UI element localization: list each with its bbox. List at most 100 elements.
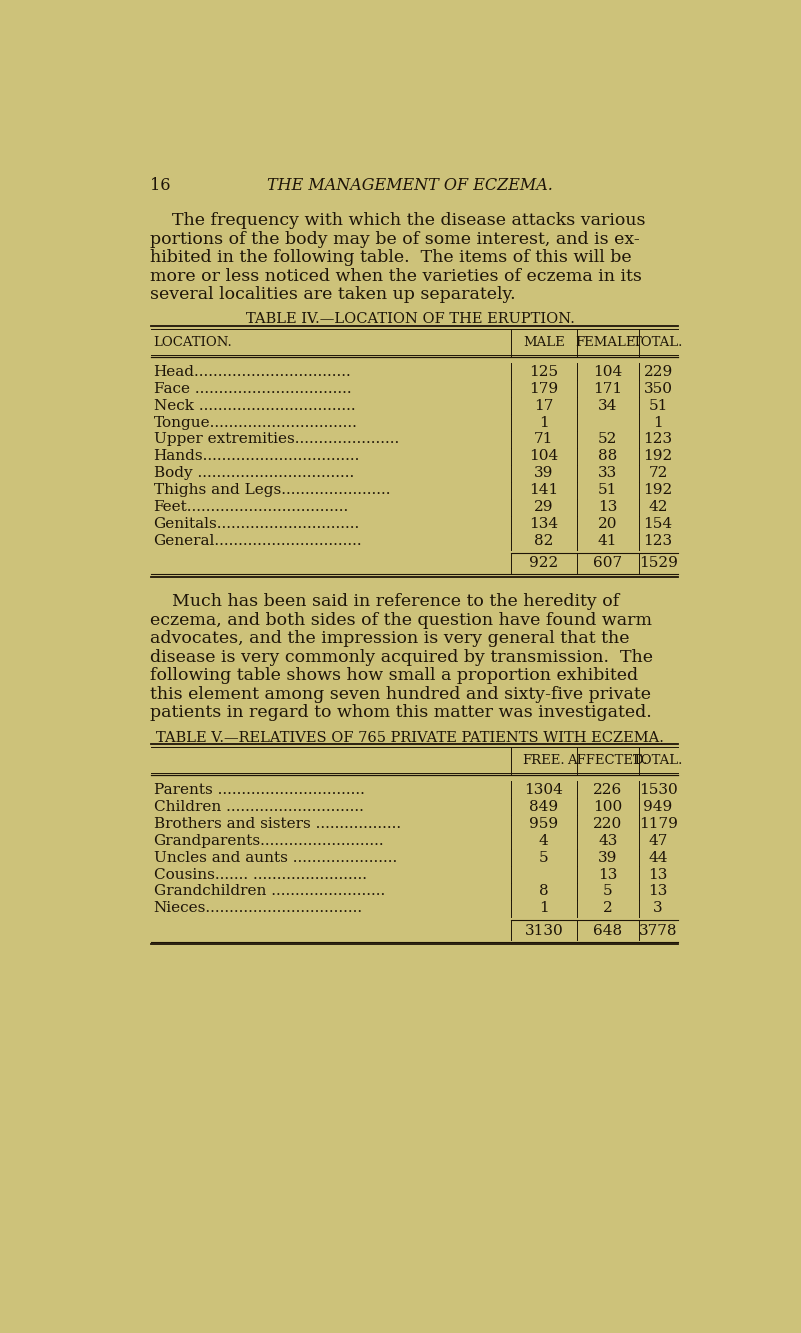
Text: 43: 43 [598, 833, 618, 848]
Text: 1: 1 [654, 416, 663, 429]
Text: General...............................: General............................... [154, 535, 362, 548]
Text: Feet..................................: Feet.................................. [154, 500, 349, 515]
Text: Children .............................: Children ............................. [154, 800, 364, 813]
Text: 220: 220 [593, 817, 622, 830]
Text: Grandchildren ........................: Grandchildren ........................ [154, 885, 384, 898]
Text: TOTAL.: TOTAL. [633, 754, 683, 766]
Text: 3130: 3130 [525, 924, 563, 937]
Text: Parents ...............................: Parents ............................... [154, 782, 364, 797]
Text: MALE: MALE [523, 336, 565, 349]
Text: 5: 5 [539, 850, 549, 865]
Text: Head.................................: Head................................. [154, 365, 352, 379]
Text: hibited in the following table.  The items of this will be: hibited in the following table. The item… [151, 249, 632, 267]
Text: 192: 192 [643, 484, 673, 497]
Text: 134: 134 [529, 517, 558, 531]
Text: 29: 29 [534, 500, 553, 515]
Text: 2: 2 [603, 901, 613, 916]
Text: 192: 192 [643, 449, 673, 464]
Text: 44: 44 [648, 850, 668, 865]
Text: 13: 13 [649, 868, 668, 881]
Text: Cousins....... ........................: Cousins....... ........................ [154, 868, 367, 881]
Text: 922: 922 [529, 556, 558, 571]
Text: 849: 849 [529, 800, 558, 813]
Text: AFFECTED.: AFFECTED. [568, 754, 648, 766]
Text: TABLE IV.—LOCATION OF THE ERUPTION.: TABLE IV.—LOCATION OF THE ERUPTION. [246, 312, 574, 327]
Text: 125: 125 [529, 365, 558, 379]
Text: 1: 1 [539, 901, 549, 916]
Text: 47: 47 [649, 833, 668, 848]
Text: 648: 648 [594, 924, 622, 937]
Text: 104: 104 [593, 365, 622, 379]
Text: 123: 123 [643, 535, 673, 548]
Text: 33: 33 [598, 467, 618, 480]
Text: patients in regard to whom this matter was investigated.: patients in regard to whom this matter w… [151, 704, 652, 721]
Text: Tongue...............................: Tongue............................... [154, 416, 357, 429]
Text: 17: 17 [534, 399, 553, 413]
Text: 34: 34 [598, 399, 618, 413]
Text: following table shows how small a proportion exhibited: following table shows how small a propor… [151, 668, 638, 684]
Text: 5: 5 [603, 885, 613, 898]
Text: LOCATION.: LOCATION. [154, 336, 232, 349]
Text: more or less noticed when the varieties of eczema in its: more or less noticed when the varieties … [151, 268, 642, 285]
Text: Brothers and sisters ..................: Brothers and sisters .................. [154, 817, 400, 830]
Text: 88: 88 [598, 449, 618, 464]
Text: Much has been said in reference to the heredity of: Much has been said in reference to the h… [151, 593, 620, 611]
Text: 141: 141 [529, 484, 558, 497]
Text: THE MANAGEMENT OF ECZEMA.: THE MANAGEMENT OF ECZEMA. [268, 177, 553, 193]
Text: 71: 71 [534, 432, 553, 447]
Text: several localities are taken up separately.: several localities are taken up separate… [151, 287, 516, 303]
Text: 82: 82 [534, 535, 553, 548]
Text: Uncles and aunts ......................: Uncles and aunts ...................... [154, 850, 396, 865]
Text: FEMALE.: FEMALE. [575, 336, 640, 349]
Text: 100: 100 [593, 800, 622, 813]
Text: 1304: 1304 [525, 782, 563, 797]
Text: 51: 51 [649, 399, 668, 413]
Text: 4: 4 [539, 833, 549, 848]
Text: 13: 13 [598, 500, 618, 515]
Text: 1: 1 [539, 416, 549, 429]
Text: 39: 39 [534, 467, 553, 480]
Text: 13: 13 [598, 868, 618, 881]
Text: 123: 123 [643, 432, 673, 447]
Text: 13: 13 [649, 885, 668, 898]
Text: 41: 41 [598, 535, 618, 548]
Text: Neck .................................: Neck ................................. [154, 399, 355, 413]
Text: 51: 51 [598, 484, 618, 497]
Text: 42: 42 [648, 500, 668, 515]
Text: Thighs and Legs.......................: Thighs and Legs....................... [154, 484, 390, 497]
Text: 959: 959 [529, 817, 558, 830]
Text: Face .................................: Face ................................. [154, 381, 351, 396]
Text: 3: 3 [654, 901, 663, 916]
Text: Genitals..............................: Genitals.............................. [154, 517, 360, 531]
Text: eczema, and both sides of the question have found warm: eczema, and both sides of the question h… [151, 612, 653, 629]
Text: Grandparents..........................: Grandparents.......................... [154, 833, 384, 848]
Text: 1179: 1179 [638, 817, 678, 830]
Text: 20: 20 [598, 517, 618, 531]
Text: The frequency with which the disease attacks various: The frequency with which the disease att… [151, 212, 646, 229]
Text: TABLE V.—RELATIVES OF 765 PRIVATE PATIENTS WITH ECZEMA.: TABLE V.—RELATIVES OF 765 PRIVATE PATIEN… [156, 730, 664, 745]
Text: 16: 16 [151, 177, 171, 193]
Text: FREE.: FREE. [522, 754, 566, 766]
Text: 226: 226 [593, 782, 622, 797]
Text: Hands.................................: Hands................................. [154, 449, 360, 464]
Text: 3778: 3778 [639, 924, 678, 937]
Text: TOTAL.: TOTAL. [633, 336, 683, 349]
Text: 607: 607 [594, 556, 622, 571]
Text: 52: 52 [598, 432, 618, 447]
Text: 39: 39 [598, 850, 618, 865]
Text: 171: 171 [594, 381, 622, 396]
Text: 350: 350 [644, 381, 673, 396]
Text: Body .................................: Body ................................. [154, 467, 354, 480]
Text: advocates, and the impression is very general that the: advocates, and the impression is very ge… [151, 631, 630, 648]
Text: disease is very commonly acquired by transmission.  The: disease is very commonly acquired by tra… [151, 649, 654, 666]
Text: 154: 154 [643, 517, 673, 531]
Text: 179: 179 [529, 381, 558, 396]
Text: Upper extremities......................: Upper extremities...................... [154, 432, 399, 447]
Text: 1530: 1530 [638, 782, 678, 797]
Text: 104: 104 [529, 449, 558, 464]
Text: 1529: 1529 [638, 556, 678, 571]
Text: 8: 8 [539, 885, 549, 898]
Text: 229: 229 [643, 365, 673, 379]
Text: 949: 949 [643, 800, 673, 813]
Text: portions of the body may be of some interest, and is ex-: portions of the body may be of some inte… [151, 231, 640, 248]
